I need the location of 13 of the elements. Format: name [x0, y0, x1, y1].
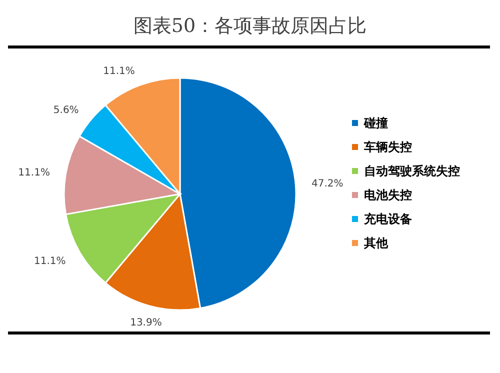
data-label: 11.1%: [34, 256, 66, 268]
data-label: 13.9%: [130, 318, 162, 329]
data-label: 5.6%: [53, 105, 79, 116]
legend-label: 自动驾驶系统失控: [364, 164, 460, 178]
data-label: 11.1%: [103, 66, 135, 77]
data-label: 11.1%: [18, 167, 50, 178]
legend-label: 充电设备: [363, 212, 412, 226]
data-label: 47.2%: [311, 178, 344, 190]
legend-label: 车辆失控: [363, 140, 412, 154]
chart-title: 图表50：各项事故原因占比: [133, 15, 367, 37]
legend-label: 电池失控: [364, 188, 412, 202]
legend-label: 其他: [363, 236, 389, 250]
legend-label: 碰撞: [363, 116, 388, 130]
